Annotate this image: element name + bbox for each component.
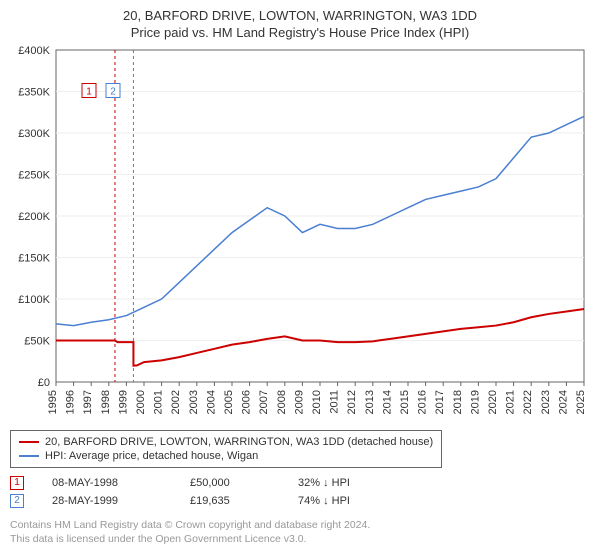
copyright-line1: Contains HM Land Registry data © Crown c… <box>10 518 590 532</box>
sale-date: 08-MAY-1998 <box>52 477 162 489</box>
svg-text:2011: 2011 <box>329 390 341 414</box>
svg-text:£0: £0 <box>38 377 50 389</box>
svg-text:2015: 2015 <box>399 390 411 414</box>
svg-text:2000: 2000 <box>135 390 147 414</box>
sale-date: 28-MAY-1999 <box>52 495 162 507</box>
title-line1: 20, BARFORD DRIVE, LOWTON, WARRINGTON, W… <box>10 8 590 23</box>
svg-text:2009: 2009 <box>293 390 305 414</box>
svg-text:2002: 2002 <box>170 390 182 414</box>
copyright-line2: This data is licensed under the Open Gov… <box>10 532 590 546</box>
svg-text:2003: 2003 <box>188 390 200 414</box>
svg-text:1997: 1997 <box>82 390 94 414</box>
sale-price: £50,000 <box>190 477 270 489</box>
svg-text:2008: 2008 <box>276 390 288 414</box>
svg-text:1995: 1995 <box>47 390 59 414</box>
legend-swatch <box>19 441 39 443</box>
svg-text:2001: 2001 <box>153 390 165 414</box>
svg-text:2019: 2019 <box>469 390 481 414</box>
svg-text:2021: 2021 <box>505 390 517 414</box>
svg-text:2005: 2005 <box>223 390 235 414</box>
copyright-notice: Contains HM Land Registry data © Crown c… <box>10 518 590 546</box>
sale-marker: 1 <box>10 476 24 490</box>
svg-text:1996: 1996 <box>65 390 77 414</box>
legend-item: HPI: Average price, detached house, Wiga… <box>19 449 433 463</box>
chart-titles: 20, BARFORD DRIVE, LOWTON, WARRINGTON, W… <box>10 8 590 40</box>
svg-text:2022: 2022 <box>522 390 534 414</box>
svg-text:2012: 2012 <box>346 390 358 414</box>
sale-delta: 32% ↓ HPI <box>298 477 350 489</box>
svg-text:2007: 2007 <box>258 390 270 414</box>
svg-text:2020: 2020 <box>487 390 499 414</box>
svg-text:2014: 2014 <box>381 390 393 414</box>
svg-text:£150K: £150K <box>18 253 50 265</box>
svg-text:2025: 2025 <box>575 390 587 414</box>
legend-swatch <box>19 455 39 457</box>
svg-text:£400K: £400K <box>18 46 50 57</box>
sale-price: £19,635 <box>190 495 270 507</box>
sales-row: 2 28-MAY-1999 £19,635 74% ↓ HPI <box>10 492 590 510</box>
svg-text:£200K: £200K <box>18 211 50 223</box>
legend-label: HPI: Average price, detached house, Wiga… <box>45 450 258 462</box>
title-line2: Price paid vs. HM Land Registry's House … <box>10 25 590 40</box>
legend-item: 20, BARFORD DRIVE, LOWTON, WARRINGTON, W… <box>19 435 433 449</box>
svg-text:2010: 2010 <box>311 390 323 414</box>
svg-text:2006: 2006 <box>241 390 253 414</box>
svg-text:£250K: £250K <box>18 170 50 182</box>
line-chart: £0 £50K £100K £150K £200K £250K £300K £350K £400… <box>10 46 590 426</box>
sale-delta: 74% ↓ HPI <box>298 495 350 507</box>
legend: 20, BARFORD DRIVE, LOWTON, WARRINGTON, W… <box>10 430 442 468</box>
svg-text:2023: 2023 <box>540 390 552 414</box>
svg-text:1: 1 <box>86 87 92 98</box>
legend-label: 20, BARFORD DRIVE, LOWTON, WARRINGTON, W… <box>45 436 433 448</box>
svg-text:2018: 2018 <box>452 390 464 414</box>
sales-row: 1 08-MAY-1998 £50,000 32% ↓ HPI <box>10 474 590 492</box>
svg-text:£50K: £50K <box>24 336 50 348</box>
svg-text:£100K: £100K <box>18 294 50 306</box>
svg-text:2016: 2016 <box>417 390 429 414</box>
svg-text:2013: 2013 <box>364 390 376 414</box>
sale-marker: 2 <box>10 494 24 508</box>
svg-text:2017: 2017 <box>434 390 446 414</box>
svg-text:1999: 1999 <box>117 390 129 414</box>
svg-text:2004: 2004 <box>205 390 217 414</box>
svg-text:£300K: £300K <box>18 128 50 140</box>
svg-text:2: 2 <box>110 87 116 98</box>
svg-text:1998: 1998 <box>100 390 112 414</box>
sales-table: 1 08-MAY-1998 £50,000 32% ↓ HPI 2 28-MAY-1999… <box>10 474 590 510</box>
svg-text:£350K: £350K <box>18 87 50 99</box>
svg-text:2024: 2024 <box>557 390 569 414</box>
